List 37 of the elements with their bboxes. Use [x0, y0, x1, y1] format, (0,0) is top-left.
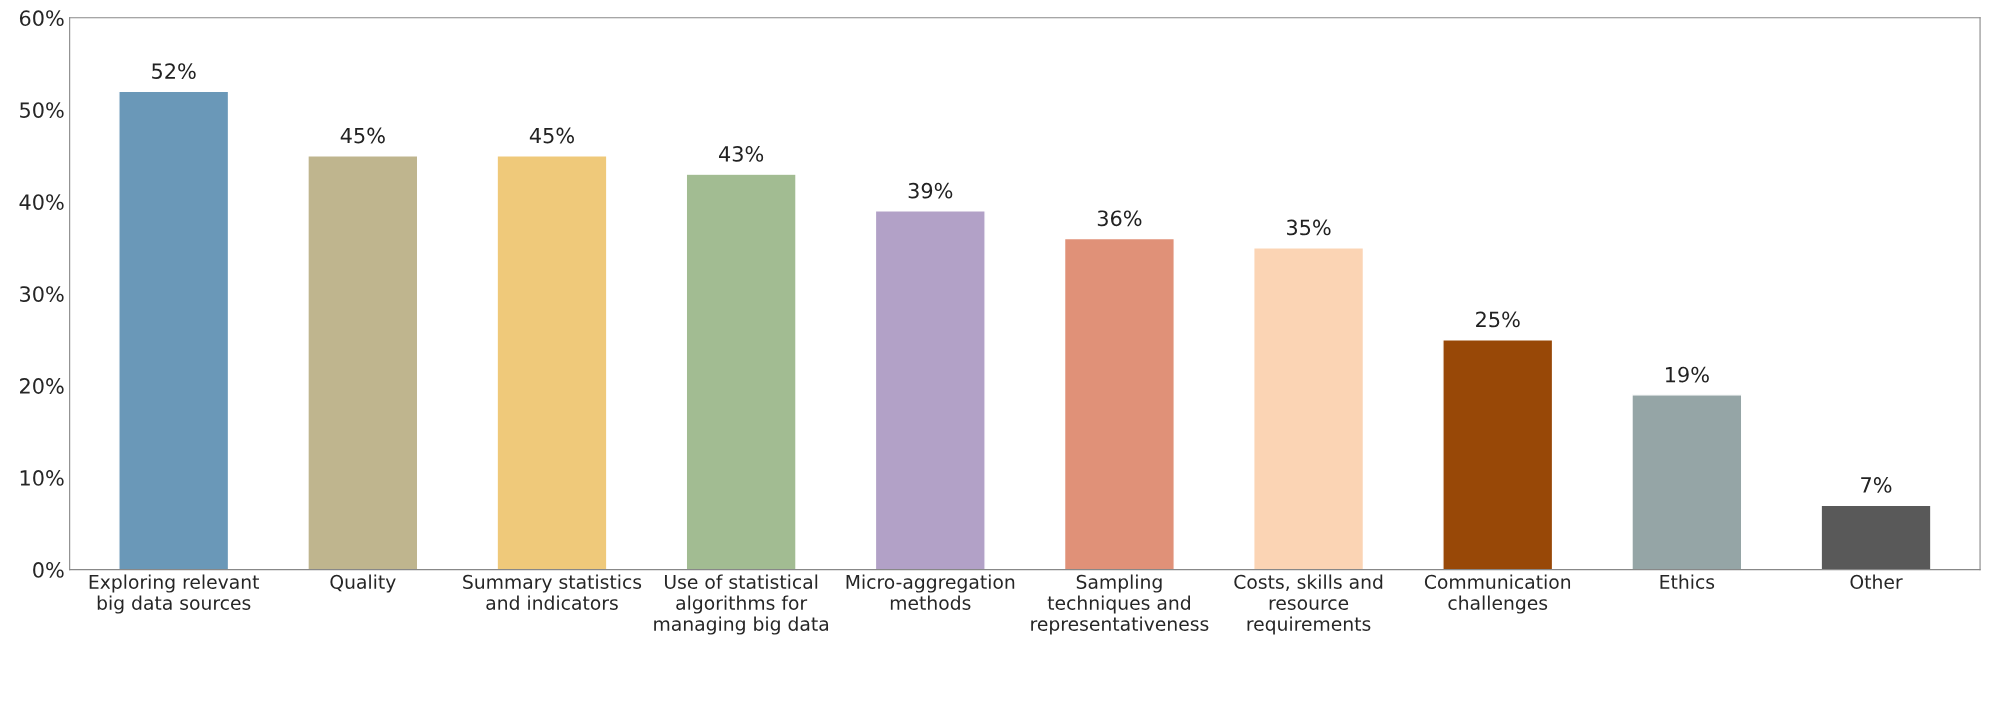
x-tick-label: Sampling techniques and representativeness: [1031, 574, 1209, 635]
bar: [1820, 504, 1932, 570]
bar: [685, 173, 797, 570]
x-tick-label: Use of statistical algorithms for managing big data: [654, 574, 829, 635]
y-tick-label: 40%: [19, 194, 64, 210]
bar: [307, 155, 419, 570]
data-label: 36%: [1097, 210, 1142, 227]
y-tick-label: 50%: [20, 102, 64, 118]
y-tick-label: 30%: [20, 286, 64, 302]
data-label: 25%: [1476, 311, 1520, 328]
x-tick-label: Costs, skills and resource requirements: [1234, 574, 1383, 635]
data-label: 45%: [529, 127, 574, 144]
bar: [1063, 237, 1175, 570]
bar: [874, 210, 986, 570]
x-tick-label: Micro-aggregation methods: [846, 574, 1015, 610]
data-label: 39%: [908, 182, 953, 199]
x-tick-label: Quality: [330, 574, 396, 593]
y-tick-label: 0%: [33, 562, 64, 578]
data-label: 19%: [1666, 366, 1709, 383]
data-label: 45%: [340, 127, 385, 144]
y-tick-label: 60%: [19, 10, 64, 27]
bar: [1253, 247, 1365, 570]
data-label: 52%: [152, 63, 196, 79]
data-label: 43%: [718, 146, 764, 162]
bar: [118, 90, 230, 570]
bar: [1631, 394, 1743, 570]
y-tick-label: 10%: [20, 470, 64, 486]
bar: [496, 155, 608, 570]
x-tick-label: Communication challenges: [1424, 574, 1571, 614]
x-tick-label: Summary statistics and indicators: [463, 574, 642, 610]
x-tick-label: Other: [1850, 574, 1903, 589]
x-tick-label: Ethics: [1660, 574, 1715, 589]
data-label: 35%: [1287, 219, 1331, 236]
data-label: 7%: [1861, 477, 1892, 493]
y-tick-label: 20%: [20, 378, 64, 394]
bar: [1442, 338, 1554, 570]
x-tick-label: Exploring relevant big data sources: [89, 574, 260, 614]
